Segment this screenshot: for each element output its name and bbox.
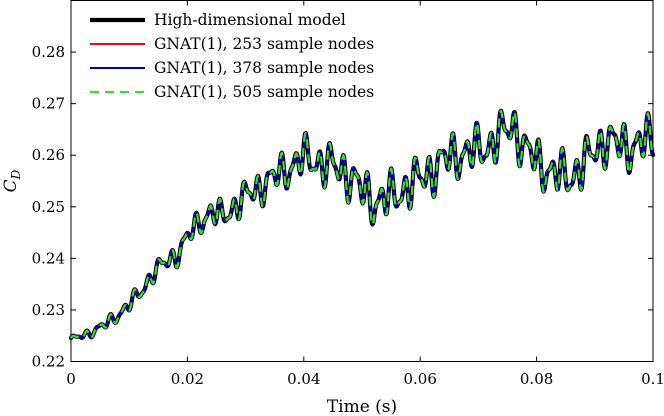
legend-label: GNAT(1), 505 sample nodes xyxy=(154,83,374,101)
legend-label: High-dimensional model xyxy=(154,11,346,29)
legend-label: GNAT(1), 378 sample nodes xyxy=(154,59,374,77)
x-tick-label: 0 xyxy=(66,370,76,388)
x-tick-label: 0.06 xyxy=(403,370,436,388)
y-tick-label: 0.28 xyxy=(32,43,65,61)
x-tick-label: 0.1 xyxy=(641,370,664,388)
y-tick-label: 0.23 xyxy=(32,301,65,319)
x-tick-label: 0.04 xyxy=(287,370,320,388)
y-tick-label: 0.27 xyxy=(32,95,65,113)
y-tick-label: 0.22 xyxy=(32,353,65,371)
series-lines xyxy=(68,108,656,341)
y-axis-label-main: C xyxy=(1,179,21,192)
x-tick-label: 0.08 xyxy=(520,370,553,388)
y-axis-label-sub: D xyxy=(9,169,23,180)
x-axis-label: Time (s) xyxy=(327,397,397,416)
y-tick-label: 0.26 xyxy=(32,146,65,164)
legend-label: GNAT(1), 253 sample nodes xyxy=(154,35,374,53)
y-tick-label: 0.25 xyxy=(32,198,65,216)
x-axis: 0 0.02 0.04 0.06 0.08 0.1 xyxy=(66,0,664,388)
x-tick-label: 0.02 xyxy=(171,370,204,388)
y-axis: 0.22 0.23 0.24 0.25 0.26 0.27 0.28 xyxy=(32,43,653,371)
y-axis-label: CD xyxy=(1,169,23,192)
legend: High-dimensional model GNAT(1), 253 sampl… xyxy=(90,11,374,101)
y-tick-label: 0.24 xyxy=(32,249,65,267)
series-line-4 xyxy=(70,109,655,340)
svg-text:CD: CD xyxy=(1,169,23,192)
